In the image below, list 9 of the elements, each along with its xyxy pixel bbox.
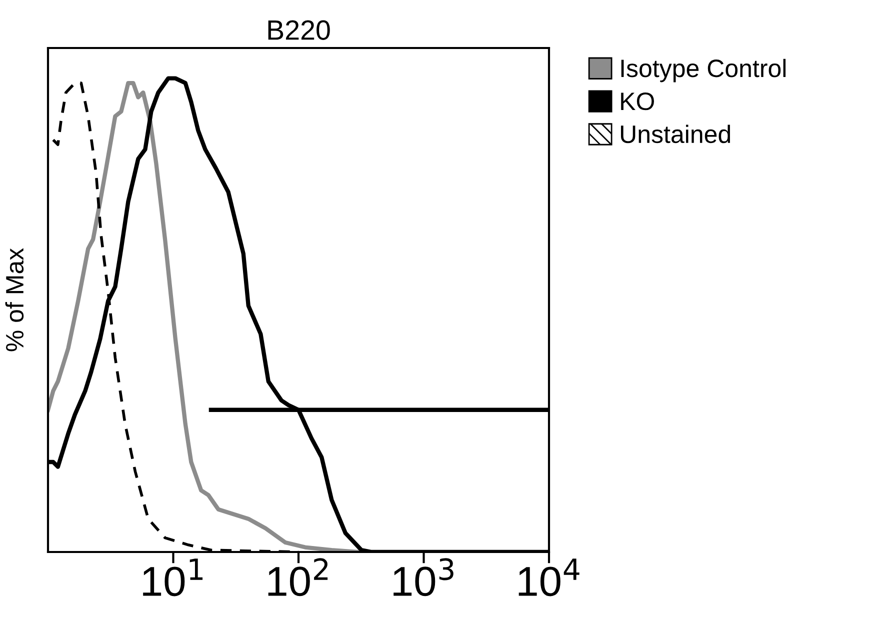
- x-tick-label: 10$^{4}$: [518, 558, 580, 596]
- x-tick-label: 10$^{1}$: [143, 558, 203, 596]
- legend-label: Isotype Control: [621, 58, 786, 82]
- x-tick-label: 10$^{2}$: [268, 558, 328, 596]
- y-axis-title: % of Max: [5, 248, 24, 352]
- chart-title: B220: [268, 20, 330, 40]
- text: Unstained: [620, 124, 730, 144]
- x-tick-label: 10$^{3}$: [394, 558, 454, 596]
- legend-label: KO: [621, 92, 654, 110]
